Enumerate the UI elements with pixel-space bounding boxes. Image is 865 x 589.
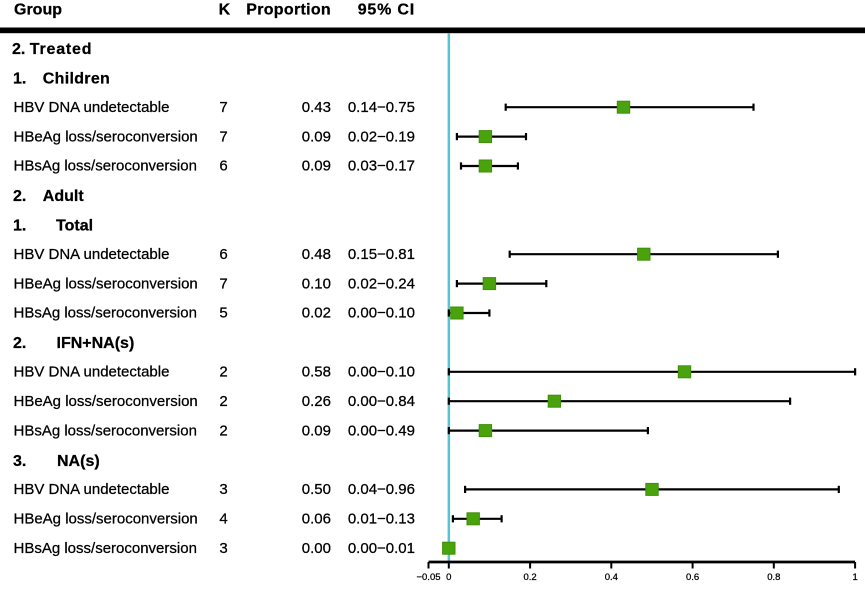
svg-text:Children: Children	[43, 71, 110, 88]
svg-text:0.00−0.01: 0.00−0.01	[348, 540, 415, 557]
svg-text:0.02−0.19: 0.02−0.19	[348, 128, 415, 145]
svg-text:0.03−0.17: 0.03−0.17	[348, 158, 415, 175]
svg-text:NA(s): NA(s)	[57, 453, 100, 470]
svg-text:2: 2	[219, 393, 227, 410]
svg-text:Group: Group	[14, 1, 62, 18]
svg-text:2.: 2.	[12, 41, 25, 58]
svg-text:0.48: 0.48	[302, 246, 331, 263]
svg-text:−0.05: −0.05	[416, 572, 440, 583]
svg-text:0.50: 0.50	[302, 481, 331, 498]
svg-text:IFN+NA(s): IFN+NA(s)	[57, 335, 135, 352]
svg-text:0.43: 0.43	[302, 99, 331, 116]
svg-text:0.14−0.75: 0.14−0.75	[348, 99, 415, 116]
svg-text:HBV DNA undetectable: HBV DNA undetectable	[14, 481, 170, 498]
svg-text:Treated: Treated	[30, 41, 93, 58]
svg-text:0: 0	[446, 572, 451, 583]
svg-text:7: 7	[219, 128, 227, 145]
svg-text:7: 7	[219, 99, 227, 116]
svg-text:HBV DNA undetectable: HBV DNA undetectable	[14, 99, 170, 116]
svg-text:K: K	[219, 1, 231, 18]
svg-text:0.6: 0.6	[686, 572, 699, 583]
svg-text:0.00−0.49: 0.00−0.49	[348, 422, 415, 439]
svg-text:0.01−0.13: 0.01−0.13	[348, 511, 415, 528]
svg-text:0.09: 0.09	[302, 128, 331, 145]
svg-text:0.00−0.10: 0.00−0.10	[348, 305, 415, 322]
svg-text:5: 5	[219, 305, 227, 322]
svg-text:0.02−0.24: 0.02−0.24	[348, 275, 415, 292]
svg-text:0.2: 0.2	[523, 572, 536, 583]
svg-text:0.4: 0.4	[605, 572, 618, 583]
svg-text:1.: 1.	[13, 71, 26, 88]
svg-text:2: 2	[219, 422, 227, 439]
svg-text:6: 6	[219, 246, 227, 263]
svg-text:7: 7	[219, 275, 227, 292]
svg-text:0.09: 0.09	[302, 422, 331, 439]
svg-text:HBsAg loss/seroconversion: HBsAg loss/seroconversion	[14, 305, 197, 322]
svg-text:HBeAg loss/seroconversion: HBeAg loss/seroconversion	[14, 128, 198, 145]
svg-text:HBeAg loss/seroconversion: HBeAg loss/seroconversion	[14, 511, 198, 528]
svg-text:0.02: 0.02	[302, 305, 331, 322]
svg-text:HBsAg loss/seroconversion: HBsAg loss/seroconversion	[14, 158, 197, 175]
svg-text:95% CI: 95% CI	[358, 1, 415, 18]
svg-text:0.15−0.81: 0.15−0.81	[348, 246, 415, 263]
svg-text:HBeAg loss/seroconversion: HBeAg loss/seroconversion	[14, 393, 198, 410]
svg-text:0.8: 0.8	[767, 572, 780, 583]
svg-text:0.06: 0.06	[302, 511, 331, 528]
svg-text:0.09: 0.09	[302, 158, 331, 175]
svg-text:0.00−0.10: 0.00−0.10	[348, 364, 415, 381]
svg-text:2.: 2.	[13, 188, 26, 205]
svg-text:0.00: 0.00	[302, 540, 331, 557]
svg-text:6: 6	[219, 158, 227, 175]
svg-text:1.: 1.	[13, 218, 26, 235]
svg-text:2: 2	[219, 364, 227, 381]
svg-text:HBV DNA undetectable: HBV DNA undetectable	[14, 246, 170, 263]
svg-text:0.00−0.84: 0.00−0.84	[348, 393, 415, 410]
svg-text:HBsAg loss/seroconversion: HBsAg loss/seroconversion	[14, 422, 197, 439]
svg-text:1: 1	[852, 572, 857, 583]
svg-text:0.04−0.96: 0.04−0.96	[348, 481, 415, 498]
svg-text:Adult: Adult	[43, 188, 85, 205]
svg-text:3.: 3.	[13, 453, 26, 470]
svg-text:0.10: 0.10	[302, 275, 331, 292]
svg-text:HBeAg loss/seroconversion: HBeAg loss/seroconversion	[14, 275, 198, 292]
svg-text:HBsAg loss/seroconversion: HBsAg loss/seroconversion	[14, 540, 197, 557]
svg-text:4: 4	[219, 511, 227, 528]
svg-text:HBV DNA undetectable: HBV DNA undetectable	[14, 364, 170, 381]
svg-text:0.58: 0.58	[302, 364, 331, 381]
svg-text:3: 3	[219, 481, 227, 498]
svg-text:3: 3	[219, 540, 227, 557]
svg-text:2.: 2.	[13, 335, 26, 352]
svg-text:0.26: 0.26	[302, 393, 331, 410]
svg-text:Total: Total	[56, 218, 93, 235]
svg-text:Proportion: Proportion	[246, 1, 331, 18]
